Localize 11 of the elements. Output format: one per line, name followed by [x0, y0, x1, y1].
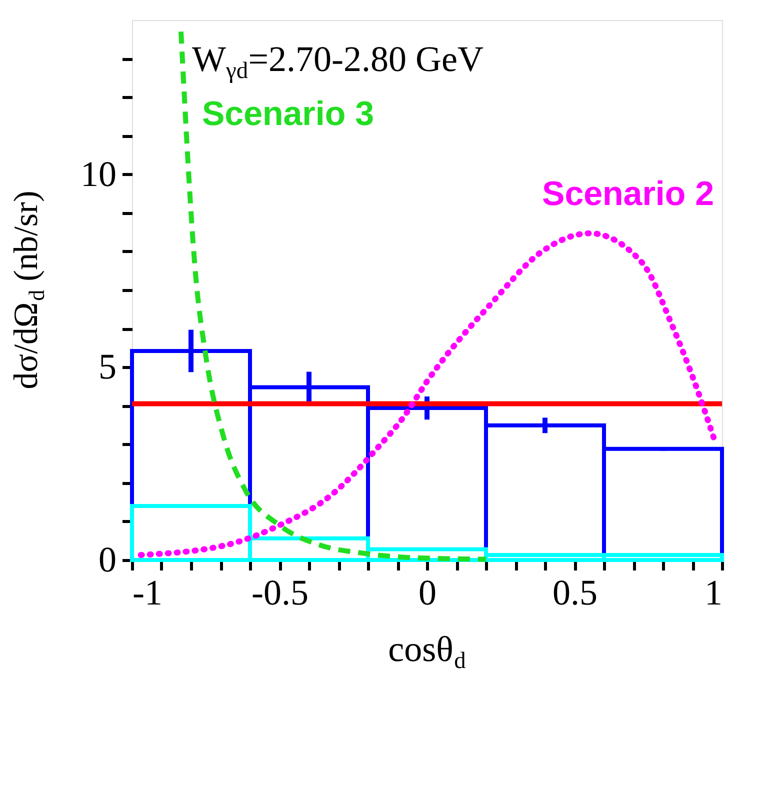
x-tick-label: 0.5 — [552, 572, 598, 612]
y-tick-label: 5 — [98, 346, 116, 387]
series-label: Scenario 2 — [542, 175, 714, 213]
x-tick-label: 0 — [418, 572, 436, 612]
y-tick-label: 0 — [98, 540, 116, 580]
x-tick-label: -0.5 — [252, 572, 308, 612]
y-tick-label: 10 — [80, 154, 116, 194]
y-axis-title: dσ/dΩd (nb/sr) — [8, 190, 50, 390]
x-tick-label: -1 — [132, 572, 162, 612]
x-tick-label: 1 — [704, 572, 722, 612]
series-label: Scenario 3 — [202, 95, 374, 133]
